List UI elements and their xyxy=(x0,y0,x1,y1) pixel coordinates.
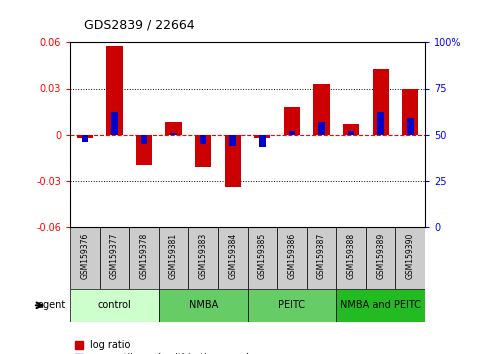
Bar xyxy=(200,135,206,144)
Text: GSM159386: GSM159386 xyxy=(287,233,297,279)
Text: agent: agent xyxy=(37,300,65,310)
Bar xyxy=(259,135,266,147)
Bar xyxy=(195,135,211,167)
Bar xyxy=(218,227,248,289)
Bar xyxy=(70,289,159,322)
Legend: log ratio, percentile rank within the sample: log ratio, percentile rank within the sa… xyxy=(75,341,256,354)
Text: GSM159381: GSM159381 xyxy=(169,233,178,279)
Bar xyxy=(111,113,118,135)
Text: GSM159383: GSM159383 xyxy=(199,233,208,279)
Bar xyxy=(82,135,88,142)
Bar xyxy=(229,135,236,145)
Bar xyxy=(289,131,295,135)
Bar xyxy=(318,122,325,135)
Text: PEITC: PEITC xyxy=(278,300,305,310)
Bar xyxy=(343,124,359,135)
Bar xyxy=(366,227,396,289)
Bar xyxy=(336,289,425,322)
Text: GDS2839 / 22664: GDS2839 / 22664 xyxy=(84,18,195,32)
Text: control: control xyxy=(98,300,131,310)
Bar xyxy=(159,289,248,322)
Bar xyxy=(284,107,300,135)
Bar xyxy=(307,227,336,289)
Bar xyxy=(136,135,152,165)
Bar xyxy=(254,135,270,138)
Text: NMBA: NMBA xyxy=(188,300,218,310)
Text: GSM159377: GSM159377 xyxy=(110,233,119,280)
Bar xyxy=(377,113,384,135)
Bar xyxy=(336,227,366,289)
Bar xyxy=(396,227,425,289)
Bar xyxy=(99,227,129,289)
Bar xyxy=(248,289,336,322)
Text: GSM159388: GSM159388 xyxy=(347,233,355,279)
Bar xyxy=(166,122,182,135)
Bar xyxy=(188,227,218,289)
Bar xyxy=(348,131,355,135)
Bar xyxy=(170,133,177,135)
Bar xyxy=(129,227,159,289)
Text: NMBA and PEITC: NMBA and PEITC xyxy=(340,300,421,310)
Bar xyxy=(70,227,99,289)
Bar xyxy=(106,46,123,135)
Text: GSM159378: GSM159378 xyxy=(140,233,148,279)
Bar xyxy=(372,69,389,135)
Bar xyxy=(248,227,277,289)
Text: GSM159390: GSM159390 xyxy=(406,233,415,280)
Bar xyxy=(141,135,147,144)
Bar xyxy=(402,88,418,135)
Text: GSM159384: GSM159384 xyxy=(228,233,237,279)
Text: GSM159389: GSM159389 xyxy=(376,233,385,279)
Text: GSM159385: GSM159385 xyxy=(258,233,267,279)
Bar xyxy=(277,227,307,289)
Bar xyxy=(159,227,188,289)
Bar xyxy=(407,118,413,135)
Text: GSM159387: GSM159387 xyxy=(317,233,326,279)
Bar xyxy=(225,135,241,187)
Text: GSM159376: GSM159376 xyxy=(80,233,89,280)
Bar xyxy=(313,84,329,135)
Bar xyxy=(77,135,93,138)
